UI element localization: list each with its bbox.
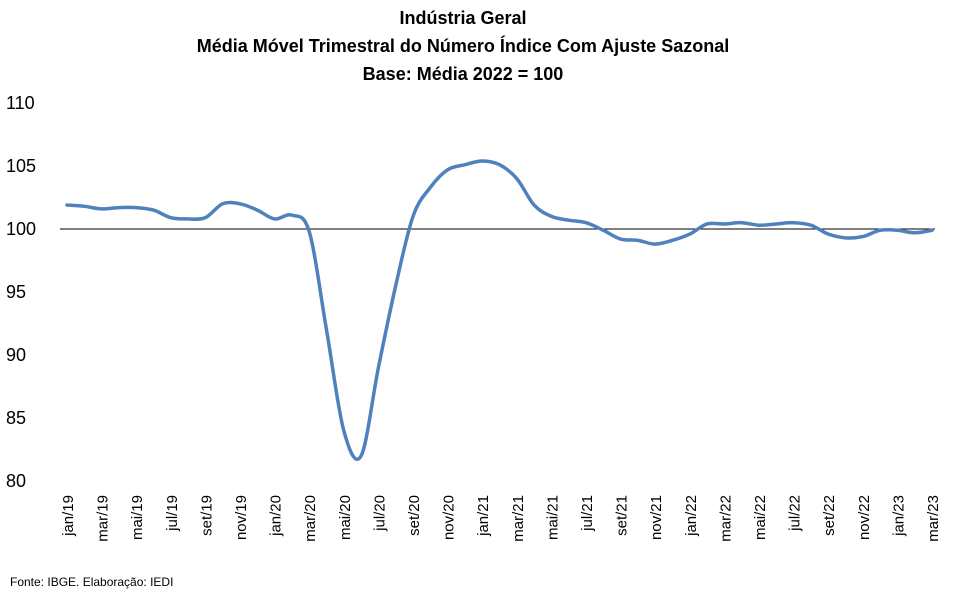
chart-title-line-1: Indústria Geral — [399, 8, 526, 28]
data-point-out/21 — [636, 238, 640, 242]
y-axis-ticks: 110 105 100 95 90 85 80 — [6, 93, 36, 491]
data-point-abr/22 — [740, 221, 744, 225]
x-tick-label: set/21 — [614, 495, 631, 536]
x-tick-label: jul/19 — [164, 495, 181, 532]
data-point-abr/21 — [532, 203, 536, 207]
data-point-fev/22 — [705, 222, 709, 226]
x-tick-label: mai/19 — [129, 495, 146, 540]
data-point-jul/22 — [792, 221, 796, 225]
data-point-set/21 — [619, 237, 623, 241]
x-tick-label: mai/22 — [752, 495, 769, 540]
x-tick-label: mar/21 — [510, 495, 527, 542]
data-point-nov/21 — [653, 242, 657, 246]
y-tick-label: 85 — [6, 408, 26, 428]
data-point-jun/22 — [774, 222, 778, 226]
data-point-fev/20 — [290, 213, 294, 217]
x-tick-label: mai/20 — [337, 495, 354, 540]
x-tick-label: jan/23 — [890, 495, 907, 537]
data-point-mar/22 — [722, 222, 726, 226]
data-point-jul/21 — [584, 221, 588, 225]
data-point-mar/21 — [515, 177, 519, 181]
data-point-abr/20 — [325, 328, 329, 332]
data-point-set/22 — [826, 232, 830, 236]
data-point-jan/19 — [65, 203, 69, 207]
data-point-out/20 — [428, 185, 432, 189]
series-layer — [65, 159, 934, 461]
x-tick-label: jul/20 — [371, 495, 388, 532]
y-tick-label: 105 — [6, 156, 36, 176]
source-note: Fonte: IBGE. Elaboração: IEDI — [10, 575, 173, 589]
y-tick-label: 90 — [6, 345, 26, 365]
data-point-jan/21 — [480, 159, 484, 163]
data-point-dez/21 — [671, 238, 675, 242]
x-tick-label: set/19 — [198, 495, 215, 536]
data-point-mai/22 — [757, 223, 761, 227]
y-tick-label: 100 — [6, 219, 36, 239]
y-tick-label: 110 — [6, 93, 35, 113]
x-tick-label: jan/22 — [683, 495, 700, 537]
data-point-mar/23 — [930, 228, 934, 232]
data-point-mai/19 — [134, 206, 138, 210]
x-tick-label: jan/19 — [60, 495, 77, 537]
data-point-jan/23 — [895, 228, 899, 232]
x-tick-label: set/22 — [821, 495, 838, 536]
x-tick-label: jan/20 — [268, 495, 285, 537]
data-point-out/22 — [844, 236, 848, 240]
chart-title-line-3: Base: Média 2022 = 100 — [363, 64, 564, 84]
data-point-ago/20 — [394, 284, 398, 288]
y-tick-label: 95 — [6, 282, 26, 302]
data-point-dez/19 — [255, 208, 259, 212]
data-point-jan/22 — [688, 232, 692, 236]
data-point-fev/21 — [498, 163, 502, 167]
x-tick-label: nov/20 — [441, 495, 458, 540]
x-tick-label: jul/22 — [787, 495, 804, 532]
data-point-nov/22 — [861, 235, 865, 239]
x-tick-label: mai/21 — [544, 495, 561, 540]
data-point-jan/20 — [273, 217, 277, 221]
x-tick-label: mar/19 — [95, 495, 112, 542]
data-point-jun/21 — [567, 218, 571, 222]
y-tick-label: 80 — [6, 471, 26, 491]
data-point-nov/19 — [238, 202, 242, 206]
x-tick-label: set/20 — [406, 495, 423, 536]
data-point-mai/20 — [342, 429, 346, 433]
data-point-set/19 — [203, 216, 207, 220]
data-point-abr/19 — [117, 206, 121, 210]
data-point-out/19 — [221, 202, 225, 206]
data-point-mar/20 — [307, 230, 311, 234]
data-point-nov/20 — [446, 168, 450, 172]
x-tick-label: jul/21 — [579, 495, 596, 532]
data-point-jun/20 — [359, 454, 363, 458]
x-tick-label: nov/22 — [856, 495, 873, 540]
data-point-mar/19 — [100, 207, 104, 211]
data-point-dez/20 — [463, 163, 467, 167]
data-point-jul/20 — [376, 366, 380, 370]
x-axis-ticks: jan/19 mar/19 mai/19 jul/19 set/19 nov/19 jan/… — [60, 495, 942, 542]
chart-title: Indústria Geral Média Móvel Trimestral d… — [197, 8, 729, 84]
data-point-fev/23 — [913, 231, 917, 235]
x-tick-label: jan/21 — [475, 495, 492, 537]
series-line-0 — [65, 159, 934, 461]
x-tick-label: mar/23 — [925, 495, 942, 542]
data-point-fev/19 — [82, 204, 86, 208]
x-tick-label: mar/22 — [717, 495, 734, 542]
chart-title-line-2: Média Móvel Trimestral do Número Índice … — [197, 35, 729, 56]
x-tick-label: nov/21 — [648, 495, 665, 540]
x-tick-label: nov/19 — [233, 495, 250, 540]
data-point-set/20 — [411, 214, 415, 218]
data-point-jun/19 — [152, 208, 156, 212]
data-point-ago/19 — [186, 217, 190, 221]
data-point-ago/21 — [601, 228, 605, 232]
data-point-dez/22 — [878, 228, 882, 232]
x-tick-label: mar/20 — [302, 495, 319, 542]
data-point-mai/21 — [549, 214, 553, 218]
data-point-jul/19 — [169, 216, 173, 220]
data-point-ago/22 — [809, 223, 813, 227]
